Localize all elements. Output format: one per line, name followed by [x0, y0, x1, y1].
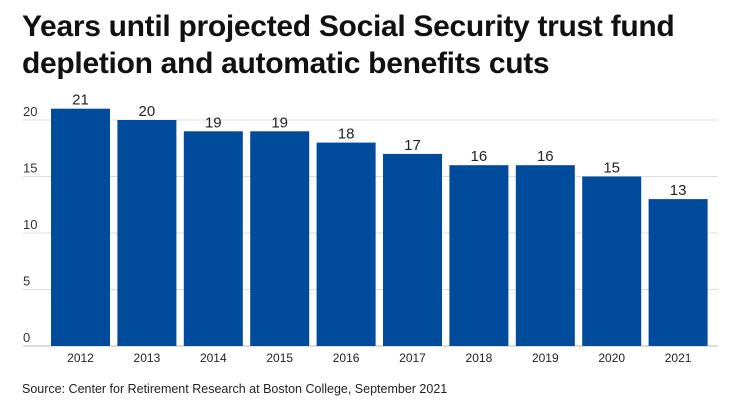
bar [383, 153, 442, 346]
y-tick-label: 10 [23, 217, 37, 232]
x-tick-label: 2014 [200, 351, 227, 365]
bar [449, 165, 509, 346]
y-tick-label: 0 [23, 330, 30, 345]
x-tick-label: 2020 [598, 351, 625, 365]
bar [582, 176, 642, 346]
bar [250, 131, 310, 346]
x-tick-label: 2021 [665, 351, 692, 365]
bar [515, 165, 575, 346]
data-label: 16 [537, 148, 554, 165]
data-label: 17 [404, 137, 421, 154]
chart-title: Years until projected Social Security tr… [22, 10, 675, 80]
y-tick-label: 15 [23, 161, 37, 176]
x-tick-label: 2019 [532, 351, 559, 365]
y-tick-label: 5 [23, 274, 30, 289]
data-label: 20 [139, 103, 156, 120]
x-tick-label: 2017 [399, 351, 426, 365]
x-tick-label: 2016 [333, 351, 360, 365]
data-label: 19 [205, 114, 222, 131]
bar [51, 108, 110, 346]
data-label: 16 [471, 148, 488, 165]
bar [316, 142, 376, 346]
bar [117, 120, 177, 346]
x-tick-label: 2018 [466, 351, 493, 365]
bar [648, 199, 708, 346]
source-note: Source: Center for Retirement Research a… [22, 382, 448, 396]
data-label: 21 [72, 92, 89, 109]
data-label: 19 [271, 114, 288, 131]
data-label: 15 [603, 160, 620, 177]
y-tick-label: 20 [23, 104, 37, 119]
data-label: 18 [338, 126, 355, 143]
x-tick-label: 2012 [67, 351, 94, 365]
x-tick-label: 2015 [266, 351, 293, 365]
x-tick-label: 2013 [134, 351, 161, 365]
bar [183, 131, 243, 346]
data-label: 13 [670, 182, 687, 199]
